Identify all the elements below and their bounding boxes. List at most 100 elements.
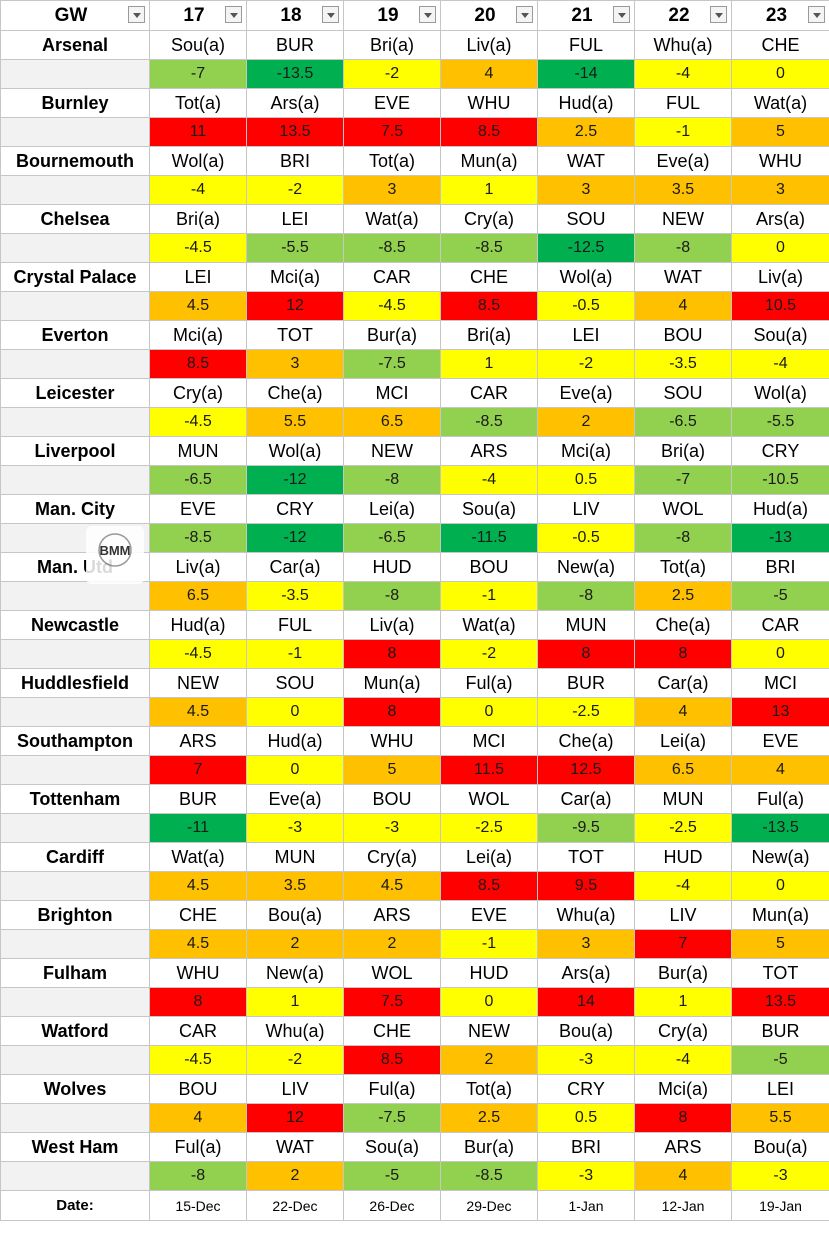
fixture-cell[interactable]: TOT [731, 958, 829, 988]
difficulty-cell[interactable]: 2 [440, 1045, 538, 1075]
date-cell[interactable]: 12-Jan [634, 1190, 732, 1221]
fixture-cell[interactable]: BUR [149, 784, 247, 814]
blank-cell[interactable] [0, 755, 150, 785]
difficulty-cell[interactable]: -12 [246, 465, 344, 495]
difficulty-cell[interactable]: 13 [731, 697, 829, 727]
difficulty-cell[interactable]: 5 [343, 755, 441, 785]
fixture-cell[interactable]: Mun(a) [440, 146, 538, 176]
team-name[interactable]: Southampton [0, 726, 150, 756]
team-name[interactable]: Burnley [0, 88, 150, 118]
difficulty-cell[interactable]: 13.5 [731, 987, 829, 1017]
fixture-cell[interactable]: Hud(a) [149, 610, 247, 640]
difficulty-cell[interactable]: 2 [537, 407, 635, 437]
fixture-cell[interactable]: SOU [537, 204, 635, 234]
fixture-cell[interactable]: Mci(a) [149, 320, 247, 350]
fixture-cell[interactable]: Cry(a) [343, 842, 441, 872]
filter-dropdown-icon[interactable] [808, 6, 825, 23]
difficulty-cell[interactable]: 4.5 [149, 291, 247, 321]
fixture-cell[interactable]: New(a) [731, 842, 829, 872]
difficulty-cell[interactable]: -12.5 [537, 233, 635, 263]
fixture-cell[interactable]: Mci(a) [246, 262, 344, 292]
fixture-cell[interactable]: WAT [634, 262, 732, 292]
fixture-cell[interactable]: Bou(a) [537, 1016, 635, 1046]
team-name[interactable]: Liverpool [0, 436, 150, 466]
filter-dropdown-icon[interactable] [613, 6, 630, 23]
fixture-cell[interactable]: BRI [731, 552, 829, 582]
difficulty-cell[interactable]: -13.5 [246, 59, 344, 89]
difficulty-cell[interactable]: 4 [149, 1103, 247, 1133]
fixture-cell[interactable]: Lei(a) [634, 726, 732, 756]
filter-dropdown-icon[interactable] [322, 6, 339, 23]
difficulty-cell[interactable]: -8.5 [343, 233, 441, 263]
difficulty-cell[interactable]: 3 [537, 929, 635, 959]
difficulty-cell[interactable]: -10.5 [731, 465, 829, 495]
fixture-cell[interactable]: CAR [149, 1016, 247, 1046]
fixture-cell[interactable]: WAT [246, 1132, 344, 1162]
difficulty-cell[interactable]: -3 [246, 813, 344, 843]
fixture-cell[interactable]: ARS [343, 900, 441, 930]
blank-cell[interactable] [0, 581, 150, 611]
fixture-cell[interactable]: WOL [440, 784, 538, 814]
date-cell[interactable]: 22-Dec [246, 1190, 344, 1221]
difficulty-cell[interactable]: -5 [731, 581, 829, 611]
fixture-cell[interactable]: BUR [246, 30, 344, 60]
difficulty-cell[interactable]: 14 [537, 987, 635, 1017]
fixture-cell[interactable]: BUR [731, 1016, 829, 1046]
difficulty-cell[interactable]: -5.5 [731, 407, 829, 437]
fixture-cell[interactable]: Mun(a) [343, 668, 441, 698]
difficulty-cell[interactable]: 3 [246, 349, 344, 379]
fixture-cell[interactable]: ARS [440, 436, 538, 466]
difficulty-cell[interactable]: 5.5 [731, 1103, 829, 1133]
team-name[interactable]: Man. Utd [0, 552, 150, 582]
difficulty-cell[interactable]: 7 [149, 755, 247, 785]
difficulty-cell[interactable]: -1 [246, 639, 344, 669]
fixture-cell[interactable]: WHU [731, 146, 829, 176]
fixture-cell[interactable]: Cry(a) [440, 204, 538, 234]
gameweek-header-cell[interactable]: 22 [634, 0, 732, 31]
difficulty-cell[interactable]: 4.5 [149, 697, 247, 727]
difficulty-cell[interactable]: -8.5 [440, 233, 538, 263]
difficulty-cell[interactable]: -4.5 [149, 639, 247, 669]
fixture-cell[interactable]: Cry(a) [634, 1016, 732, 1046]
fixture-cell[interactable]: BOU [634, 320, 732, 350]
gw-header-cell[interactable]: GW [0, 0, 150, 31]
difficulty-cell[interactable]: -6.5 [149, 465, 247, 495]
difficulty-cell[interactable]: -5 [343, 1161, 441, 1191]
difficulty-cell[interactable]: -2 [343, 59, 441, 89]
difficulty-cell[interactable]: 12 [246, 291, 344, 321]
difficulty-cell[interactable]: 8 [634, 1103, 732, 1133]
blank-cell[interactable] [0, 813, 150, 843]
team-name[interactable]: Tottenham [0, 784, 150, 814]
difficulty-cell[interactable]: 8 [634, 639, 732, 669]
fixture-cell[interactable]: Sou(a) [440, 494, 538, 524]
fixture-cell[interactable]: Liv(a) [731, 262, 829, 292]
gameweek-header-cell[interactable]: 21 [537, 0, 635, 31]
fixture-cell[interactable]: FUL [246, 610, 344, 640]
fixture-cell[interactable]: BOU [440, 552, 538, 582]
fixture-cell[interactable]: Tot(a) [634, 552, 732, 582]
difficulty-cell[interactable]: -4 [149, 175, 247, 205]
difficulty-cell[interactable]: -2 [246, 175, 344, 205]
difficulty-cell[interactable]: -1 [440, 581, 538, 611]
fixture-cell[interactable]: Whu(a) [634, 30, 732, 60]
difficulty-cell[interactable]: -2.5 [537, 697, 635, 727]
difficulty-cell[interactable]: -8.5 [440, 407, 538, 437]
difficulty-cell[interactable]: 8.5 [440, 871, 538, 901]
difficulty-cell[interactable]: 0.5 [537, 465, 635, 495]
fixture-cell[interactable]: Liv(a) [343, 610, 441, 640]
fixture-cell[interactable]: TOT [537, 842, 635, 872]
difficulty-cell[interactable]: -2.5 [440, 813, 538, 843]
fixture-cell[interactable]: CRY [731, 436, 829, 466]
difficulty-cell[interactable]: -2 [246, 1045, 344, 1075]
difficulty-cell[interactable]: 0 [731, 59, 829, 89]
fixture-cell[interactable]: Hud(a) [731, 494, 829, 524]
fixture-cell[interactable]: Wol(a) [149, 146, 247, 176]
date-cell[interactable]: 29-Dec [440, 1190, 538, 1221]
difficulty-cell[interactable]: -3.5 [246, 581, 344, 611]
difficulty-cell[interactable]: -3 [731, 1161, 829, 1191]
fixture-cell[interactable]: CAR [343, 262, 441, 292]
team-name[interactable]: Crystal Palace [0, 262, 150, 292]
team-name[interactable]: Cardiff [0, 842, 150, 872]
team-name[interactable]: Wolves [0, 1074, 150, 1104]
fixture-cell[interactable]: CAR [440, 378, 538, 408]
